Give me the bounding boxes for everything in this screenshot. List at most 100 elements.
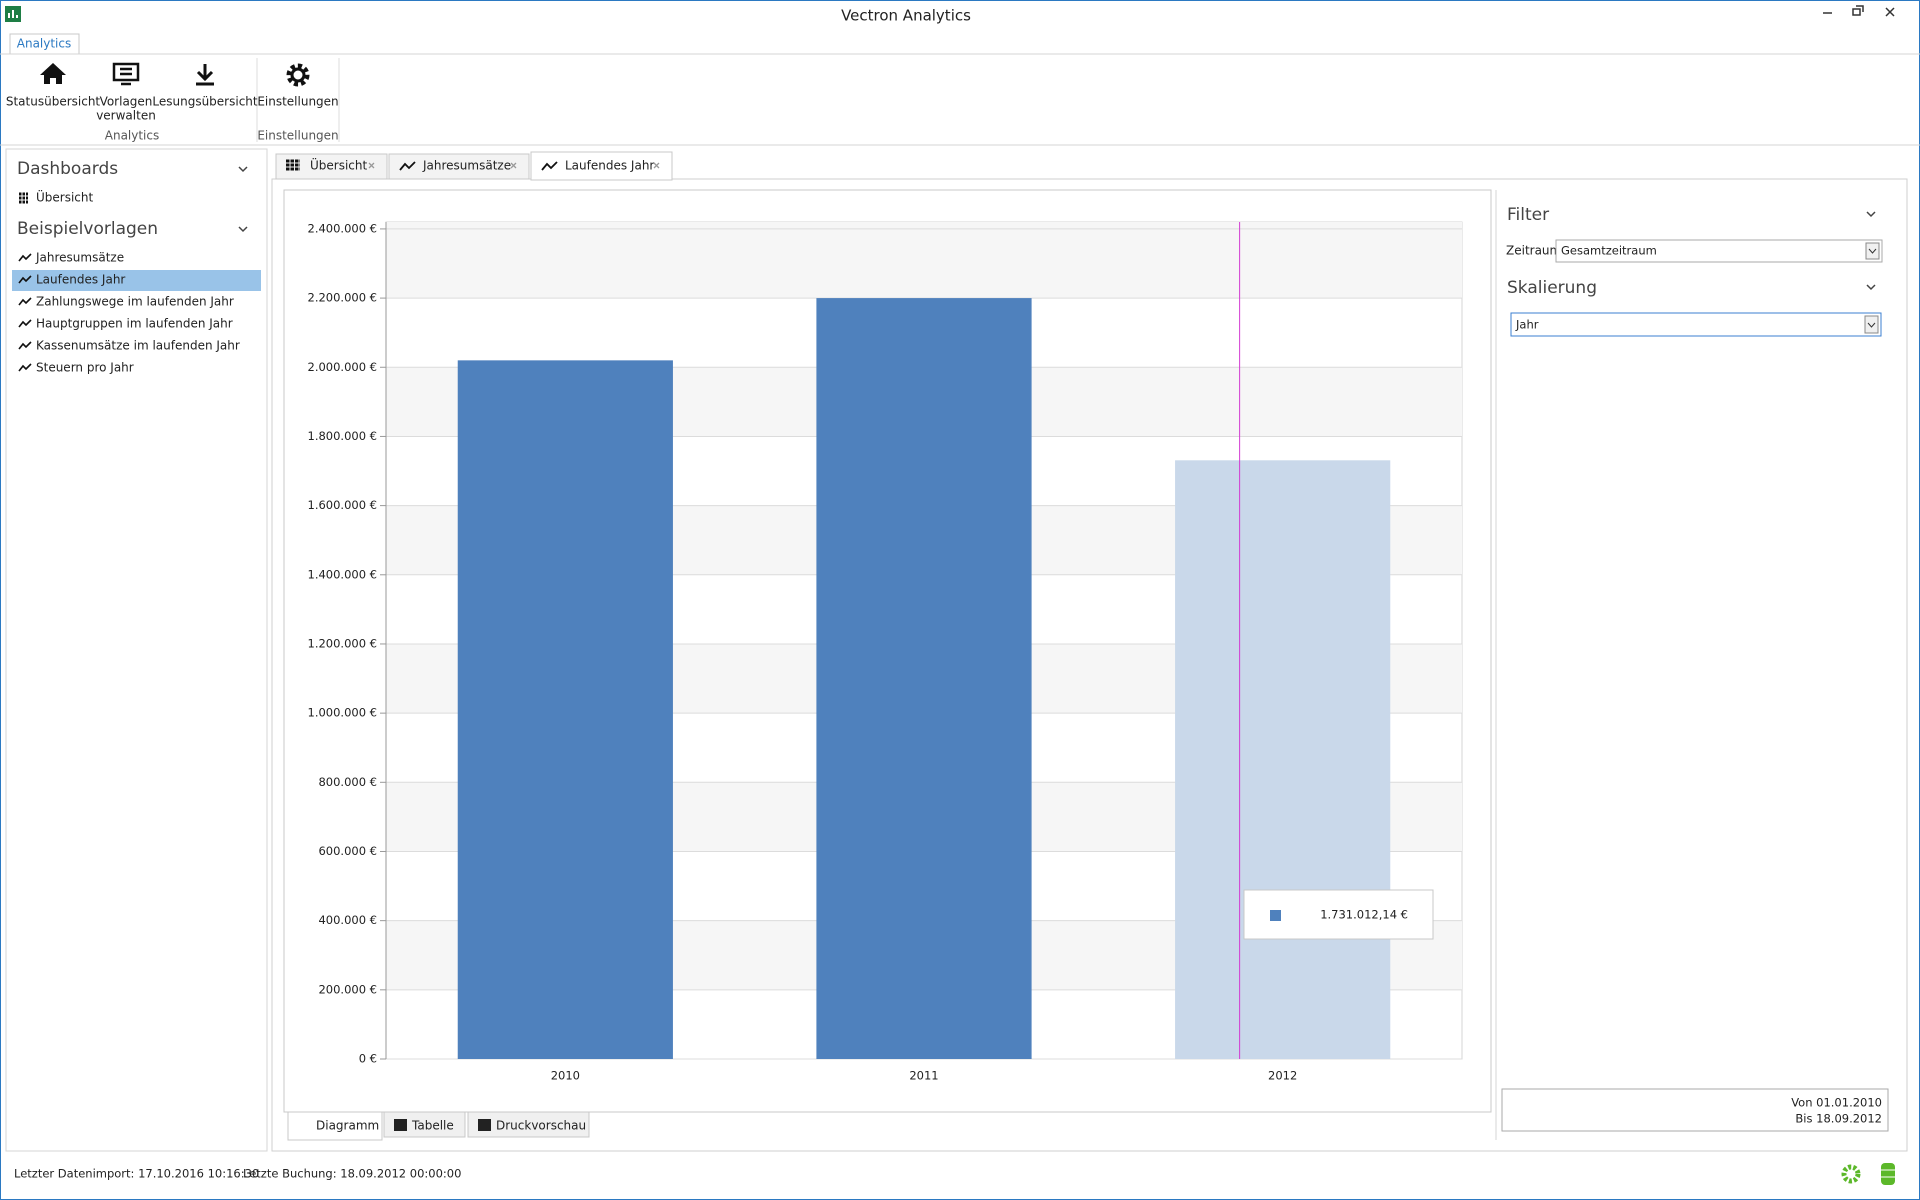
collapse-icon[interactable] — [238, 166, 248, 173]
zeitraum-combo[interactable] — [1555, 239, 1883, 263]
grid-icon — [286, 159, 300, 171]
view-tabs: Diagramm Tabelle Druckvorschau — [287, 1111, 590, 1141]
settings-icon — [286, 63, 310, 87]
y-tick-label: 1.800.000 € — [308, 429, 378, 443]
y-tick-label: 1.200.000 € — [308, 636, 378, 650]
ribbon-button-label: Statusübersicht — [6, 95, 101, 109]
interlaced-band — [386, 228, 1462, 299]
tooltip-swatch — [1270, 910, 1281, 921]
trend-icon — [18, 363, 32, 372]
y-tick-label: 400.000 € — [318, 913, 377, 927]
x-tick-label: 2011 — [909, 1069, 938, 1083]
window-controls[interactable] — [1823, 5, 1895, 17]
home-icon — [40, 63, 66, 84]
collapse-icon[interactable] — [1866, 284, 1876, 291]
sidebar-content: Dashboards Übersicht Beispielvorlagen Jahre… — [12, 159, 261, 375]
trend-icon — [18, 275, 32, 284]
tab-close[interactable] — [510, 162, 517, 169]
bar — [1175, 460, 1391, 1059]
y-tick-label: 2.000.000 € — [308, 360, 378, 374]
status-db-icon[interactable] — [1881, 1163, 1895, 1185]
y-tick-label: 600.000 € — [318, 844, 377, 858]
ribbon-button-label: Einstellungen — [257, 95, 338, 109]
trend-icon — [18, 297, 32, 306]
ribbon-button-label: Lesungsübersicht — [152, 95, 258, 109]
zeitraum-label: Zeitraum — [1506, 244, 1561, 258]
status-booking: Letzte Buchung: 18.09.2012 00:00:00 — [243, 1167, 461, 1181]
app-icon-glyph — [8, 10, 18, 18]
date-from: Von 01.01.2010 — [1791, 1096, 1882, 1110]
ribbon-button[interactable] — [165, 58, 245, 128]
document-tab-label[interactable]: Laufendes Jahr — [565, 159, 654, 173]
document-tab[interactable] — [388, 153, 530, 180]
status-db-icon-lines — [1881, 1169, 1895, 1178]
view-tab-label[interactable]: Diagramm — [316, 1119, 379, 1133]
y-tick-label: 1.000.000 € — [308, 706, 378, 720]
sidebar-item[interactable]: Kassenumsätze im laufenden Jahr — [36, 339, 240, 353]
document-tab[interactable] — [530, 151, 673, 181]
view-tab-icon — [394, 1119, 407, 1131]
y-tick-label: 1.600.000 € — [308, 498, 378, 512]
document-tab[interactable] — [275, 153, 388, 180]
sidebar — [5, 148, 268, 1152]
ribbon-group-label: Analytics — [105, 129, 160, 143]
combo-arrow-glyph — [1868, 248, 1877, 254]
collapse-icon[interactable] — [238, 226, 248, 233]
tab-close[interactable] — [653, 162, 660, 169]
ribbon-button[interactable] — [13, 58, 93, 128]
date-range-box — [1501, 1088, 1889, 1132]
x-tick-label: 2012 — [1268, 1069, 1297, 1083]
zeitraum-value: Gesamtzeitraum — [1561, 244, 1657, 258]
skalierung-combo[interactable] — [1510, 312, 1882, 337]
date-to: Bis 18.09.2012 — [1795, 1112, 1882, 1126]
sidebar-section-title[interactable]: Dashboards — [17, 159, 118, 179]
filter-title: Filter — [1507, 205, 1549, 225]
view-tab-icon — [478, 1119, 491, 1131]
window-title: Vectron Analytics — [841, 7, 971, 25]
collapse-icon[interactable] — [1866, 211, 1876, 218]
trend-icon — [399, 161, 416, 171]
trend-icon — [541, 161, 558, 171]
combo-arrow[interactable] — [1865, 242, 1880, 260]
combo-arrow[interactable] — [1864, 315, 1879, 334]
status-settings-icon[interactable] — [1841, 1164, 1861, 1184]
sidebar-item[interactable]: Übersicht — [36, 189, 94, 205]
y-tick-label: 1.400.000 € — [308, 567, 378, 581]
bar — [816, 298, 1032, 1059]
ribbon-button-label: verwalten — [96, 109, 156, 123]
document-tab-label[interactable]: Jahresumsätze — [422, 159, 511, 173]
skalierung-value: Jahr — [1515, 318, 1539, 332]
tab-close[interactable] — [368, 162, 375, 169]
skalierung-title: Skalierung — [1507, 278, 1597, 298]
sidebar-item[interactable]: Jahresumsätze — [35, 251, 124, 265]
settings-icon-ring — [290, 67, 306, 83]
interlaced-band — [386, 222, 1462, 229]
trend-icon — [18, 341, 32, 350]
x-tick-label: 2010 — [551, 1069, 580, 1083]
sidebar-item[interactable]: Zahlungswege im laufenden Jahr — [36, 295, 234, 309]
sidebar-item[interactable]: Laufendes Jahr — [36, 273, 125, 287]
view-tab-label[interactable]: Tabelle — [411, 1119, 454, 1133]
y-tick-label: 2.200.000 € — [308, 291, 378, 305]
ribbon-group-label: Einstellungen — [257, 129, 338, 143]
ribbon-tab-frame — [9, 33, 80, 54]
document-tabs: Übersicht Jahresumsätze Laufendes Jahr — [275, 151, 673, 181]
y-tick-label: 800.000 € — [318, 775, 377, 789]
chart: 0 € 200.000 € 400.000 € 600.000 € 800.000 € 1… — [308, 221, 1463, 1083]
sidebar-item-selected — [12, 270, 261, 291]
ribbon-tab[interactable]: Analytics — [17, 37, 72, 51]
y-tick-label: 0 € — [359, 1052, 377, 1066]
sidebar-section-title[interactable]: Beispielvorlagen — [17, 219, 158, 239]
sidebar-item[interactable]: Steuern pro Jahr — [36, 361, 134, 375]
view-tab-label[interactable]: Druckvorschau — [496, 1119, 586, 1133]
ribbon-buttons: Statusübersicht VorlagenverwaltenLesungsü… — [6, 58, 339, 128]
document-tab-label[interactable]: Übersicht — [310, 157, 368, 173]
trend-icon — [18, 253, 32, 262]
sidebar-item[interactable]: Hauptgruppen im laufenden Jahr — [36, 317, 233, 331]
y-tick-label: 200.000 € — [318, 982, 377, 996]
view-tab[interactable] — [287, 1111, 383, 1141]
ribbon-button[interactable] — [258, 58, 338, 128]
combo-arrow-glyph — [1867, 322, 1876, 328]
